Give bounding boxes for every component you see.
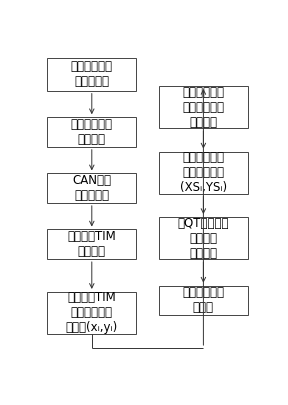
FancyBboxPatch shape	[159, 286, 248, 315]
Text: 用QT界面绘图
方式连接
各坐标点: 用QT界面绘图 方式连接 各坐标点	[178, 217, 229, 260]
Text: 对应车型广角
摄像头选择: 对应车型广角 摄像头选择	[71, 60, 113, 88]
FancyBboxPatch shape	[47, 58, 137, 91]
Text: 计算得出对应
显示屏坐标值
(XSᵢ,YSᵢ): 计算得出对应 显示屏坐标值 (XSᵢ,YSᵢ)	[180, 151, 227, 194]
FancyBboxPatch shape	[159, 151, 248, 194]
Text: 实时动态倒车
轨迹线: 实时动态倒车 轨迹线	[182, 286, 224, 314]
FancyBboxPatch shape	[47, 117, 137, 147]
FancyBboxPatch shape	[159, 86, 248, 128]
Text: CAN总线
获取转向角: CAN总线 获取转向角	[72, 174, 111, 202]
Text: 每个周期TIM
对应实车地面
坐标值(xᵢ,yᵢ): 每个周期TIM 对应实车地面 坐标值(xᵢ,yᵢ)	[66, 291, 118, 335]
Text: 车身、摄像头
参数标定: 车身、摄像头 参数标定	[71, 118, 113, 146]
Text: 将转向角数据
导入倒车轨迹
数学模型: 将转向角数据 导入倒车轨迹 数学模型	[182, 85, 224, 128]
FancyBboxPatch shape	[47, 230, 137, 259]
FancyBboxPatch shape	[47, 173, 137, 203]
Text: 定时周期TIM
采集数据: 定时周期TIM 采集数据	[67, 230, 116, 258]
FancyBboxPatch shape	[47, 292, 137, 334]
FancyBboxPatch shape	[159, 217, 248, 259]
